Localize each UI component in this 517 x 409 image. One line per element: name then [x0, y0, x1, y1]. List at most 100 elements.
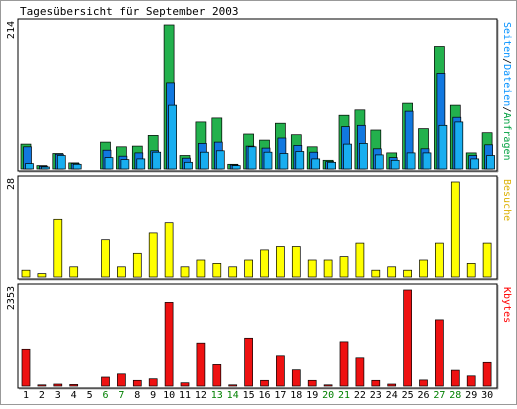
panel-series-label-3: Kbytes — [501, 287, 512, 323]
chart-title: Tagesübersicht für September 2003 — [20, 5, 239, 18]
bar-seiten-day-25 — [406, 152, 416, 170]
day-label-5: 5 — [87, 390, 93, 401]
bar-seiten-day-28 — [454, 121, 464, 170]
bar-kbytes-day-29 — [466, 375, 476, 387]
bar-seiten-day-22 — [359, 143, 368, 170]
bar-seiten-day-6 — [104, 157, 114, 170]
day-label-22: 22 — [354, 390, 366, 401]
bar-seiten-day-29 — [470, 158, 480, 170]
day-label-29: 29 — [465, 390, 477, 401]
day-label-21: 21 — [338, 390, 350, 401]
bar-seiten-day-4 — [72, 163, 82, 170]
bar-kbytes-day-16 — [260, 379, 269, 387]
day-label-20: 20 — [322, 390, 334, 401]
day-label-15: 15 — [243, 390, 255, 401]
bar-kbytes-day-24 — [387, 383, 397, 387]
bar-besuche-day-9 — [148, 232, 158, 278]
series-label-part: / — [501, 106, 512, 112]
bar-besuche-day-27 — [435, 242, 444, 278]
series-label-part: Besuche — [501, 179, 512, 221]
bar-seiten-day-23 — [374, 154, 384, 170]
bar-kbytes-day-7 — [117, 373, 126, 387]
bar-seiten-day-3 — [56, 155, 66, 170]
day-label-23: 23 — [370, 390, 382, 401]
bar-kbytes-day-9 — [148, 378, 158, 387]
bar-kbytes-day-17 — [276, 355, 285, 387]
bar-seiten-day-9 — [152, 151, 162, 170]
bar-kbytes-day-21 — [339, 341, 349, 387]
day-label-19: 19 — [306, 390, 318, 401]
day-label-10: 10 — [163, 390, 175, 401]
day-label-16: 16 — [258, 390, 270, 401]
bar-kbytes-day-18 — [291, 369, 301, 387]
bar-besuche-day-2 — [37, 273, 47, 278]
bar-kbytes-day-6 — [101, 376, 110, 387]
panel-series-label-2: Besuche — [501, 179, 512, 221]
bar-kbytes-day-27 — [435, 319, 444, 387]
bar-besuche-day-22 — [355, 242, 365, 278]
bar-kbytes-day-14 — [228, 384, 238, 387]
series-label-part: / — [501, 58, 512, 64]
bar-seiten-day-15 — [247, 146, 257, 170]
bar-besuche-day-14 — [228, 266, 238, 278]
bar-besuche-day-18 — [291, 246, 301, 278]
day-label-1: 1 — [23, 390, 29, 401]
bar-seiten-day-12 — [200, 151, 209, 170]
bar-besuche-day-11 — [180, 266, 190, 278]
bar-besuche-day-3 — [53, 218, 63, 278]
bar-besuche-day-28 — [450, 181, 460, 278]
bar-besuche-day-20 — [323, 259, 333, 278]
bar-besuche-day-30 — [482, 242, 492, 278]
bar-besuche-day-12 — [196, 259, 206, 278]
day-label-2: 2 — [39, 390, 45, 401]
bar-besuche-day-4 — [69, 266, 79, 278]
bar-seiten-day-26 — [422, 152, 432, 170]
panel-max-label-1: 214 — [6, 21, 17, 39]
day-label-30: 30 — [481, 390, 493, 401]
day-label-9: 9 — [150, 390, 156, 401]
bar-besuche-day-16 — [260, 249, 269, 278]
bar-kbytes-day-20 — [323, 384, 333, 387]
day-label-27: 27 — [433, 390, 445, 401]
bar-seiten-day-11 — [184, 161, 193, 170]
day-label-18: 18 — [290, 390, 302, 401]
day-label-3: 3 — [55, 390, 61, 401]
series-label-part: Seiten — [501, 22, 512, 58]
bar-besuche-day-10 — [164, 222, 174, 278]
bar-seiten-day-18 — [295, 151, 305, 170]
bar-seiten-day-19 — [311, 158, 321, 170]
bar-besuche-day-29 — [466, 263, 476, 278]
bar-seiten-day-30 — [486, 155, 495, 170]
bar-kbytes-day-12 — [196, 342, 206, 387]
bar-besuche-day-23 — [371, 269, 381, 278]
bar-kbytes-day-2 — [37, 384, 47, 387]
bar-seiten-day-21 — [343, 143, 352, 170]
panel-max-label-3: 2353 — [6, 286, 17, 310]
bar-kbytes-day-11 — [180, 382, 190, 387]
day-label-14: 14 — [227, 390, 239, 401]
bar-seiten-day-27 — [438, 124, 448, 170]
bar-seiten-day-14 — [231, 165, 241, 170]
bar-seiten-day-16 — [263, 151, 273, 170]
bar-besuche-day-21 — [339, 256, 349, 278]
bar-kbytes-day-22 — [355, 357, 365, 387]
bar-kbytes-day-13 — [212, 364, 222, 387]
bar-kbytes-day-10 — [164, 302, 174, 387]
bar-besuche-day-1 — [21, 269, 31, 278]
day-label-13: 13 — [211, 390, 223, 401]
day-label-11: 11 — [179, 390, 191, 401]
bar-besuche-day-19 — [307, 259, 317, 278]
bar-kbytes-day-8 — [132, 379, 142, 387]
day-label-17: 17 — [274, 390, 286, 401]
panel-frame-2 — [17, 175, 498, 280]
bar-kbytes-day-19 — [307, 379, 317, 387]
bar-besuche-day-24 — [387, 266, 397, 278]
day-label-7: 7 — [118, 390, 124, 401]
series-label-part: Dateien — [501, 64, 512, 106]
bar-seiten-day-7 — [120, 159, 130, 170]
bar-seiten-day-1 — [25, 163, 34, 170]
bar-seiten-day-20 — [327, 161, 336, 170]
bar-seiten-day-13 — [215, 150, 225, 170]
bar-seiten-day-24 — [390, 159, 400, 170]
